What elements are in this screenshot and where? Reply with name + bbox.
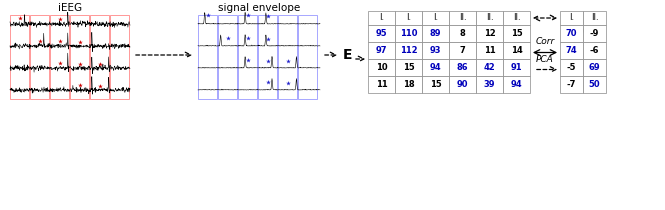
Bar — [298, 15, 317, 99]
Text: 89: 89 — [430, 29, 442, 38]
Bar — [503, 42, 530, 59]
Text: 110: 110 — [400, 29, 417, 38]
Text: 91: 91 — [511, 63, 522, 72]
Text: 93: 93 — [430, 46, 442, 55]
Bar — [503, 11, 530, 25]
Text: I.: I. — [406, 13, 411, 22]
Bar — [258, 15, 277, 99]
Bar — [560, 59, 583, 76]
Text: 90: 90 — [457, 80, 468, 89]
Text: 11: 11 — [483, 46, 495, 55]
Text: 15: 15 — [430, 80, 442, 89]
Text: 8: 8 — [460, 29, 466, 38]
Bar — [10, 15, 29, 99]
Bar — [476, 42, 503, 59]
Bar — [476, 11, 503, 25]
Bar — [476, 59, 503, 76]
Text: 15: 15 — [402, 63, 414, 72]
Bar — [395, 11, 422, 25]
Bar — [583, 25, 606, 42]
Text: 69: 69 — [589, 63, 600, 72]
Bar — [395, 42, 422, 59]
Bar — [422, 25, 449, 42]
Text: 50: 50 — [589, 80, 600, 89]
Text: 15: 15 — [511, 29, 523, 38]
Bar — [368, 59, 395, 76]
Text: 94: 94 — [511, 80, 522, 89]
Bar — [90, 15, 109, 99]
Bar — [395, 59, 422, 76]
Bar — [449, 11, 476, 25]
Bar — [422, 59, 449, 76]
Text: 14: 14 — [511, 46, 523, 55]
Bar — [503, 76, 530, 93]
Text: 97: 97 — [376, 46, 387, 55]
Text: -7: -7 — [567, 80, 576, 89]
Bar — [560, 76, 583, 93]
Text: 86: 86 — [457, 63, 468, 72]
Text: 94: 94 — [430, 63, 442, 72]
Text: -6: -6 — [590, 46, 599, 55]
Text: 112: 112 — [400, 46, 418, 55]
Text: II.: II. — [513, 13, 520, 22]
Text: 12: 12 — [483, 29, 495, 38]
Bar — [70, 15, 89, 99]
Bar — [560, 25, 583, 42]
Bar — [368, 42, 395, 59]
Bar — [449, 25, 476, 42]
Text: -5: -5 — [567, 63, 577, 72]
Text: I.: I. — [379, 13, 384, 22]
Bar — [218, 15, 237, 99]
Bar — [30, 15, 49, 99]
Bar — [278, 15, 297, 99]
Bar — [422, 76, 449, 93]
Text: Corr: Corr — [535, 38, 555, 46]
Bar — [503, 59, 530, 76]
Bar — [476, 76, 503, 93]
Bar — [395, 76, 422, 93]
Text: 74: 74 — [566, 46, 577, 55]
Bar — [368, 11, 395, 25]
Text: iEEG: iEEG — [58, 3, 82, 13]
Bar — [198, 15, 217, 99]
Text: 10: 10 — [376, 63, 387, 72]
Text: 18: 18 — [403, 80, 414, 89]
Bar — [583, 76, 606, 93]
Text: 39: 39 — [483, 80, 495, 89]
Text: I.: I. — [569, 13, 574, 22]
Text: -9: -9 — [590, 29, 599, 38]
Bar — [476, 25, 503, 42]
Text: E: E — [343, 48, 352, 62]
Bar — [449, 42, 476, 59]
Bar — [368, 76, 395, 93]
Text: 42: 42 — [483, 63, 495, 72]
Text: PCA: PCA — [536, 55, 554, 63]
Text: II.: II. — [485, 13, 493, 22]
Bar — [368, 25, 395, 42]
Bar — [583, 11, 606, 25]
Text: 7: 7 — [460, 46, 466, 55]
Bar — [503, 25, 530, 42]
Bar — [449, 76, 476, 93]
Bar — [560, 42, 583, 59]
Bar — [50, 15, 69, 99]
Bar — [583, 59, 606, 76]
Bar — [422, 11, 449, 25]
Text: signal envelope: signal envelope — [218, 3, 300, 13]
Text: I.: I. — [433, 13, 438, 22]
Bar — [560, 11, 583, 25]
Bar — [238, 15, 257, 99]
Bar — [449, 59, 476, 76]
Bar — [422, 42, 449, 59]
Text: II.: II. — [591, 13, 598, 22]
Text: II.: II. — [459, 13, 466, 22]
Bar — [395, 25, 422, 42]
Bar — [583, 42, 606, 59]
Text: 70: 70 — [566, 29, 577, 38]
Text: 11: 11 — [376, 80, 388, 89]
Text: 95: 95 — [376, 29, 387, 38]
Bar — [110, 15, 129, 99]
